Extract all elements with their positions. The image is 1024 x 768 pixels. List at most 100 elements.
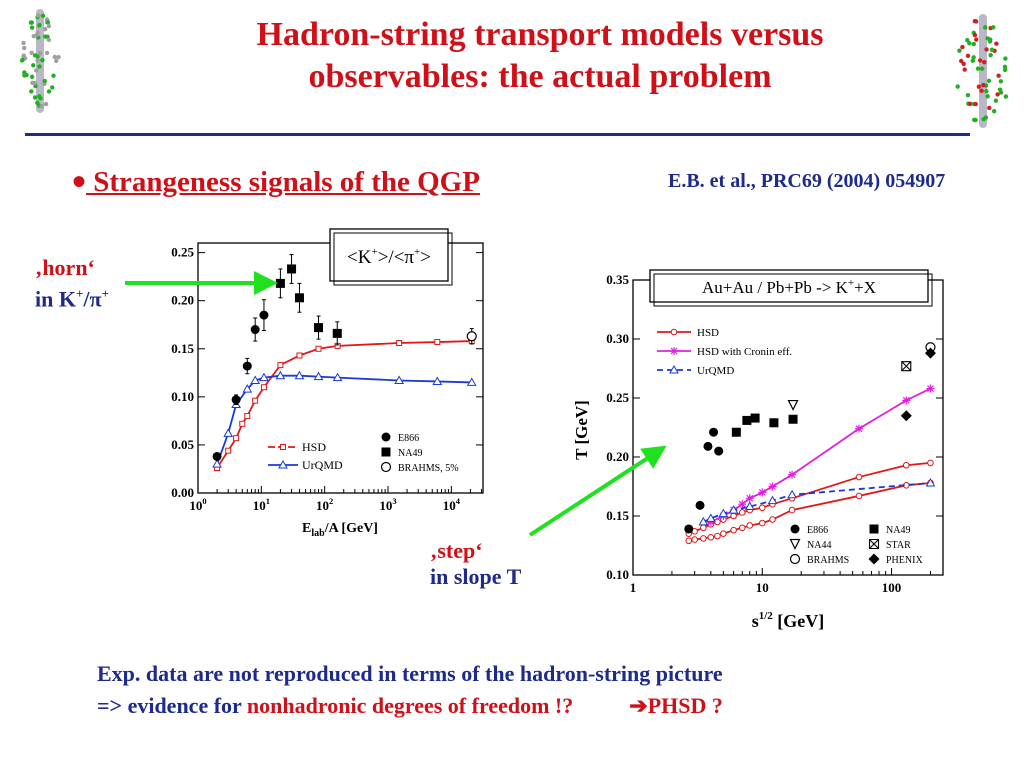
particle — [20, 57, 25, 63]
data-point — [244, 413, 251, 420]
data-point — [901, 361, 912, 372]
y-tick-label: 0.35 — [606, 272, 629, 287]
particle — [52, 54, 57, 60]
chart1-title: <K+>/<π+> — [347, 246, 431, 268]
particle — [38, 96, 43, 101]
particle — [958, 58, 964, 64]
title-divider — [25, 133, 970, 136]
step-annotation: ‚step‘ in slope T — [430, 538, 521, 590]
data-point — [738, 524, 746, 532]
particle — [1003, 56, 1008, 61]
data-point — [242, 384, 253, 393]
particle — [42, 78, 47, 84]
particle — [39, 103, 44, 109]
particle — [31, 33, 36, 39]
data-point — [720, 530, 727, 538]
data-point — [707, 533, 715, 541]
data-point — [259, 372, 269, 382]
particle — [29, 89, 34, 94]
particle — [32, 95, 38, 100]
step-arrow — [528, 445, 667, 537]
data-point — [758, 488, 767, 497]
particle — [31, 63, 36, 68]
data-point — [738, 500, 747, 509]
data-point — [277, 362, 284, 369]
data-point — [902, 461, 910, 469]
legend-marker — [670, 328, 678, 336]
data-point — [294, 370, 305, 380]
conclusion-prefix: => evidence for — [97, 693, 247, 718]
y-tick-label: 0.10 — [606, 567, 629, 582]
particle — [979, 88, 984, 94]
data-point — [313, 371, 324, 381]
legend-point-label: PHENIX — [886, 555, 923, 566]
data-point — [231, 395, 241, 405]
conclusion-line-2: => evidence for nonhadronic degrees of f… — [97, 690, 723, 722]
particle — [35, 58, 40, 63]
x-tick-label: 100 — [882, 580, 902, 595]
data-point — [685, 537, 693, 545]
data-point — [714, 532, 721, 540]
series-brahms-5- — [466, 328, 477, 345]
particle — [37, 64, 42, 69]
particle — [982, 25, 988, 30]
right-arrow-icon: ➔ — [629, 693, 648, 718]
y-tick-label: 0.05 — [171, 437, 194, 452]
particle — [1002, 67, 1008, 73]
legend-hsd-marker — [280, 444, 286, 450]
particle — [989, 47, 995, 52]
y-tick-label: 0.25 — [606, 390, 629, 405]
data-point — [698, 516, 709, 526]
particle — [957, 48, 962, 53]
left-collision-illustration — [19, 9, 61, 113]
chart2-title-box — [649, 269, 929, 303]
particle — [29, 25, 35, 30]
data-point — [744, 501, 755, 511]
particle — [34, 68, 39, 73]
particle — [21, 40, 26, 46]
data-point — [212, 451, 222, 461]
x-tick-label: 10 — [756, 580, 769, 595]
particle — [981, 116, 986, 122]
particle — [46, 23, 52, 29]
legend-point-marker — [790, 524, 800, 534]
particle — [984, 47, 989, 52]
particle — [988, 52, 993, 58]
particle — [985, 94, 990, 99]
particle — [972, 19, 978, 24]
legend-urqmd-label: UrQMD — [302, 458, 343, 472]
particle — [968, 101, 973, 106]
particle — [46, 37, 52, 43]
particle — [984, 88, 989, 94]
chart1-title-shadow — [333, 232, 453, 286]
data-point — [788, 414, 798, 424]
particle — [32, 80, 37, 86]
horn-line-1: ‚horn‘ — [35, 255, 95, 280]
data-point — [769, 516, 776, 523]
particle — [1002, 64, 1008, 69]
particle — [40, 13, 46, 18]
particle — [985, 36, 990, 41]
data-point — [706, 517, 715, 526]
particle — [43, 27, 48, 32]
data-point — [212, 459, 222, 468]
particle — [44, 50, 50, 56]
particle — [29, 50, 34, 55]
data-point — [750, 413, 760, 423]
bullet-heading: • Strangeness signals of the QGP — [72, 158, 480, 205]
particle — [993, 98, 999, 103]
chart2-y-label: T [GeV] — [572, 400, 591, 460]
data-point — [294, 293, 304, 303]
data-point — [434, 339, 441, 346]
data-point — [788, 470, 797, 479]
step-line-2: in slope T — [430, 564, 522, 589]
particle — [46, 89, 52, 94]
legend-marker — [380, 461, 392, 473]
particle — [987, 105, 992, 111]
series-e866 — [212, 299, 269, 461]
x-tick-label: 1 — [630, 580, 637, 595]
x-tick-label: 100 — [189, 496, 206, 513]
slope-temperature-chart: 0.10 0.15 0.20 0.25 0.30 0.35 1 10 100 Au+Au / Pb… — [572, 269, 944, 631]
particle — [50, 85, 55, 90]
